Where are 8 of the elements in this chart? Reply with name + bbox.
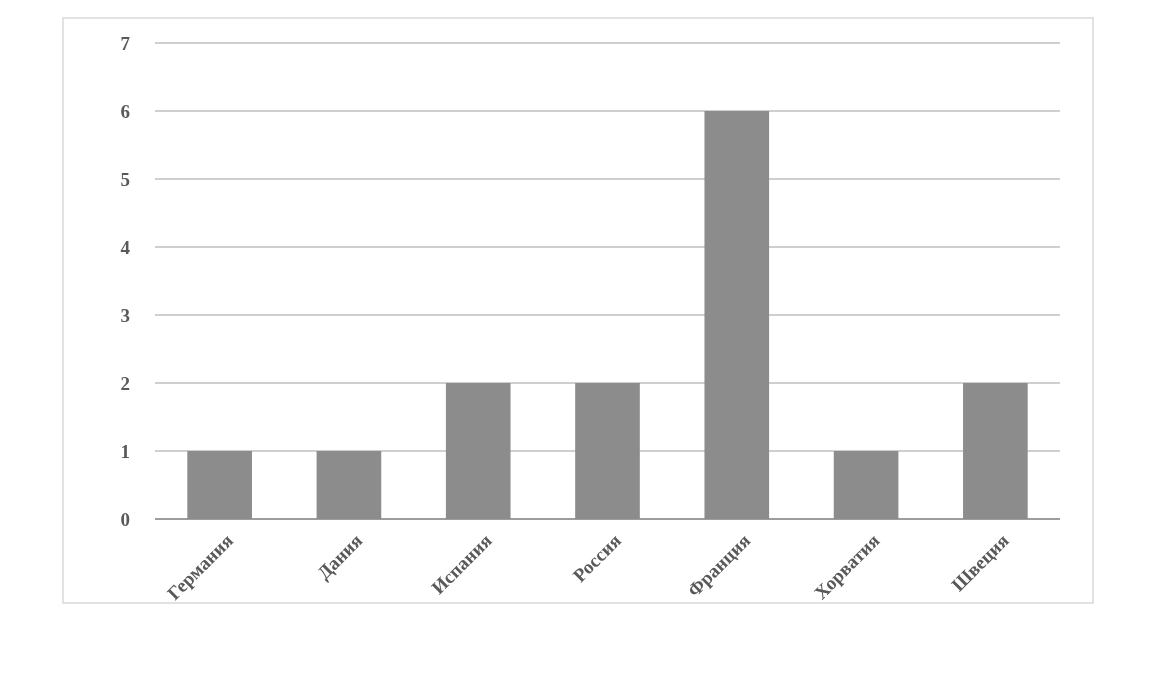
y-tick-label: 2 (120, 372, 130, 394)
y-tick-label: 6 (120, 100, 130, 122)
y-tick-label: 7 (120, 32, 131, 54)
y-tick-label: 0 (120, 508, 130, 530)
y-tick-label: 5 (120, 168, 130, 190)
y-tick-label: 3 (120, 304, 130, 326)
y-tick-label: 1 (120, 440, 130, 462)
y-tick-label: 4 (120, 236, 131, 258)
